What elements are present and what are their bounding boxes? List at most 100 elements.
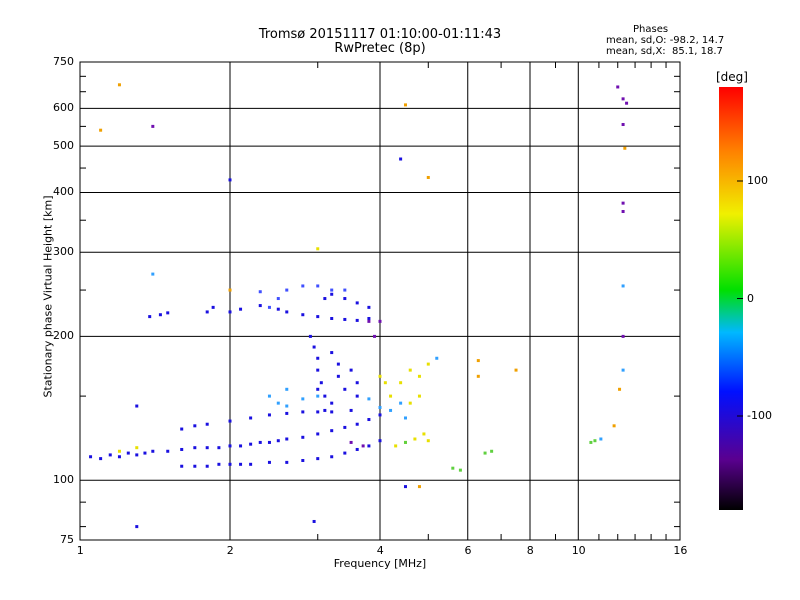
data-point xyxy=(621,284,625,288)
data-point xyxy=(417,394,421,398)
data-point xyxy=(193,446,197,450)
data-point xyxy=(180,447,184,451)
data-point xyxy=(180,464,184,468)
data-point xyxy=(166,449,170,453)
x-tick-label: 4 xyxy=(376,544,384,557)
data-point xyxy=(621,368,625,372)
data-point xyxy=(367,397,371,401)
data-point xyxy=(330,292,334,296)
data-point xyxy=(217,462,221,466)
data-point xyxy=(426,175,430,179)
data-point xyxy=(343,317,347,321)
data-point xyxy=(435,356,439,360)
data-point xyxy=(361,444,365,448)
data-point xyxy=(349,408,353,412)
data-point xyxy=(389,408,393,412)
data-point xyxy=(205,310,209,314)
data-point xyxy=(349,440,353,444)
x-tick-label: 6 xyxy=(464,544,472,557)
data-point xyxy=(403,103,407,107)
y-tick-label: 200 xyxy=(53,329,74,343)
data-point xyxy=(383,381,387,385)
data-point xyxy=(258,304,262,308)
data-point xyxy=(308,334,312,338)
data-point xyxy=(108,453,112,457)
data-point xyxy=(323,297,327,301)
data-point xyxy=(151,272,155,276)
data-point xyxy=(355,318,359,322)
y-tick-label: 400 xyxy=(53,185,74,199)
data-point xyxy=(378,374,382,378)
data-point xyxy=(399,157,403,161)
data-point xyxy=(323,394,327,398)
data-point xyxy=(166,311,170,315)
data-point xyxy=(301,458,305,462)
data-point xyxy=(258,290,262,294)
data-point xyxy=(426,439,430,443)
data-point xyxy=(249,442,253,446)
data-point xyxy=(205,446,209,450)
data-point xyxy=(330,316,334,320)
data-point xyxy=(316,315,320,319)
data-point xyxy=(276,297,280,301)
data-point xyxy=(239,444,243,448)
y-tick-label: 100 xyxy=(53,473,74,487)
data-point xyxy=(276,401,280,405)
data-point xyxy=(403,416,407,420)
chart-title: Tromsø 20151117 01:10:00-01:11:43 xyxy=(258,27,502,42)
data-point xyxy=(367,305,371,309)
data-point xyxy=(451,466,455,470)
data-point xyxy=(399,401,403,405)
data-point xyxy=(285,387,289,391)
data-point xyxy=(158,313,162,317)
data-point xyxy=(312,345,316,349)
data-point xyxy=(285,288,289,292)
data-point xyxy=(408,368,412,372)
colorbar-tick-label: 0 xyxy=(747,291,754,305)
data-point xyxy=(323,408,327,412)
data-point xyxy=(389,394,393,398)
data-point xyxy=(267,460,271,464)
colorbar-label: [deg] xyxy=(716,70,748,84)
data-point xyxy=(514,368,518,372)
data-point xyxy=(89,455,93,459)
data-point xyxy=(99,457,103,461)
data-point xyxy=(330,401,334,405)
data-point xyxy=(413,437,417,441)
data-point xyxy=(621,201,625,205)
data-point xyxy=(117,83,121,87)
data-point xyxy=(285,404,289,408)
data-point xyxy=(408,401,412,405)
data-point xyxy=(228,462,232,466)
data-point xyxy=(193,464,197,468)
data-points xyxy=(89,83,629,529)
data-point xyxy=(316,432,320,436)
data-point xyxy=(458,468,462,472)
data-point xyxy=(330,410,334,414)
data-point xyxy=(316,394,320,398)
data-point xyxy=(599,437,603,441)
data-point xyxy=(343,387,347,391)
data-point xyxy=(422,432,426,436)
data-point xyxy=(135,453,139,457)
data-point xyxy=(316,247,320,251)
data-point xyxy=(330,351,334,355)
data-point xyxy=(205,422,209,426)
data-point xyxy=(349,368,353,372)
data-point xyxy=(316,368,320,372)
data-point xyxy=(276,439,280,443)
data-point xyxy=(180,427,184,431)
data-point xyxy=(228,288,232,292)
data-point xyxy=(330,288,334,292)
data-point xyxy=(476,359,480,363)
y-tick-label: 750 xyxy=(53,55,74,68)
data-point xyxy=(249,462,253,466)
data-point xyxy=(330,429,334,433)
data-point xyxy=(301,397,305,401)
data-point xyxy=(621,97,625,101)
x-axis-label: Frequency [MHz] xyxy=(333,557,427,570)
data-point xyxy=(417,374,421,378)
data-point xyxy=(403,485,407,489)
data-point xyxy=(301,313,305,317)
